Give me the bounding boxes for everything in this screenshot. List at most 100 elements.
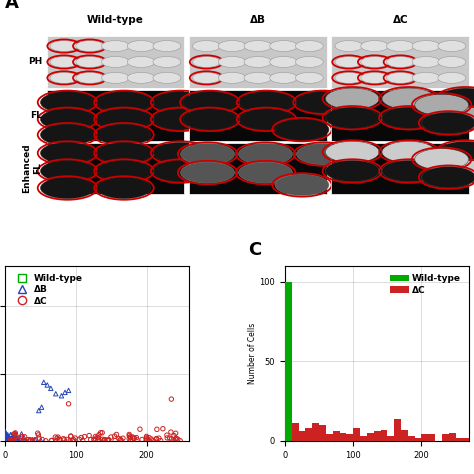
- Circle shape: [127, 56, 155, 67]
- Bar: [319, 425, 326, 441]
- Point: [2, 429, 9, 437]
- Point: [2, 437, 10, 445]
- Point: [18, 433, 26, 440]
- Point: [4, 437, 12, 444]
- Text: ΔC: ΔC: [392, 15, 408, 25]
- Point: [67, 432, 74, 440]
- Circle shape: [326, 141, 379, 163]
- Bar: [305, 428, 312, 441]
- Bar: [449, 433, 456, 441]
- Bar: [353, 428, 360, 441]
- Point: [111, 432, 118, 440]
- Point: [2, 437, 9, 445]
- Bar: [415, 438, 421, 441]
- Point: [1, 436, 9, 444]
- Circle shape: [244, 56, 272, 67]
- Point: [11, 430, 18, 438]
- Bar: [374, 431, 381, 441]
- Point: [174, 436, 182, 443]
- Point: [1, 437, 9, 444]
- Point: [7, 437, 15, 444]
- Point: [100, 437, 108, 444]
- Circle shape: [244, 41, 272, 52]
- Point: [1, 436, 9, 443]
- Point: [9, 437, 17, 445]
- Circle shape: [153, 73, 181, 83]
- Point: [3, 436, 11, 443]
- Point: [127, 437, 134, 445]
- Bar: [299, 431, 305, 441]
- Point: [3, 435, 11, 442]
- Point: [81, 433, 88, 440]
- Circle shape: [415, 94, 469, 116]
- Point: [5, 436, 12, 443]
- Point: [176, 437, 184, 445]
- Bar: [326, 435, 333, 441]
- Point: [2, 436, 9, 444]
- Circle shape: [382, 88, 436, 109]
- Circle shape: [270, 41, 298, 52]
- Point: [1, 436, 9, 444]
- Circle shape: [382, 107, 436, 128]
- Point: [128, 433, 136, 441]
- Point: [101, 436, 109, 443]
- Point: [10, 437, 18, 444]
- Point: [1, 437, 9, 445]
- Circle shape: [438, 88, 474, 109]
- Point: [1, 431, 9, 439]
- Point: [105, 436, 112, 444]
- Point: [1, 436, 9, 444]
- Bar: [442, 435, 449, 441]
- Point: [170, 437, 178, 445]
- Circle shape: [239, 91, 293, 113]
- Point: [37, 437, 45, 444]
- Point: [2, 435, 9, 443]
- Point: [163, 431, 171, 439]
- Circle shape: [50, 56, 78, 67]
- Circle shape: [40, 142, 94, 164]
- Point: [21, 433, 28, 440]
- Point: [3, 437, 10, 444]
- Point: [48, 437, 55, 444]
- Point: [2, 432, 9, 439]
- Point: [1, 437, 9, 445]
- Point: [35, 431, 42, 439]
- Point: [1, 434, 9, 442]
- Point: [5, 436, 12, 444]
- Point: [15, 437, 23, 444]
- Circle shape: [438, 73, 465, 83]
- Bar: [46, 90, 184, 141]
- Point: [87, 436, 94, 443]
- Point: [38, 436, 46, 443]
- Point: [35, 434, 43, 442]
- Circle shape: [422, 166, 474, 188]
- Bar: [189, 143, 327, 194]
- Bar: [189, 36, 327, 88]
- Point: [166, 434, 173, 442]
- Circle shape: [361, 56, 389, 67]
- Circle shape: [218, 73, 246, 83]
- Circle shape: [192, 56, 220, 67]
- Point: [126, 435, 133, 442]
- Point: [16, 434, 24, 442]
- Point: [7, 436, 15, 444]
- Point: [2, 437, 9, 445]
- Point: [55, 436, 63, 443]
- Bar: [387, 436, 394, 441]
- Point: [145, 434, 153, 441]
- Point: [19, 437, 27, 444]
- Point: [1, 437, 9, 445]
- Point: [99, 436, 106, 443]
- Point: [77, 434, 85, 441]
- Circle shape: [97, 124, 151, 146]
- Point: [127, 433, 134, 441]
- Circle shape: [153, 41, 181, 52]
- Point: [1, 437, 9, 445]
- Point: [5, 434, 12, 442]
- Point: [118, 437, 125, 444]
- Circle shape: [275, 174, 329, 196]
- Point: [130, 435, 137, 442]
- Circle shape: [192, 41, 220, 52]
- Point: [159, 425, 167, 432]
- Point: [133, 436, 141, 444]
